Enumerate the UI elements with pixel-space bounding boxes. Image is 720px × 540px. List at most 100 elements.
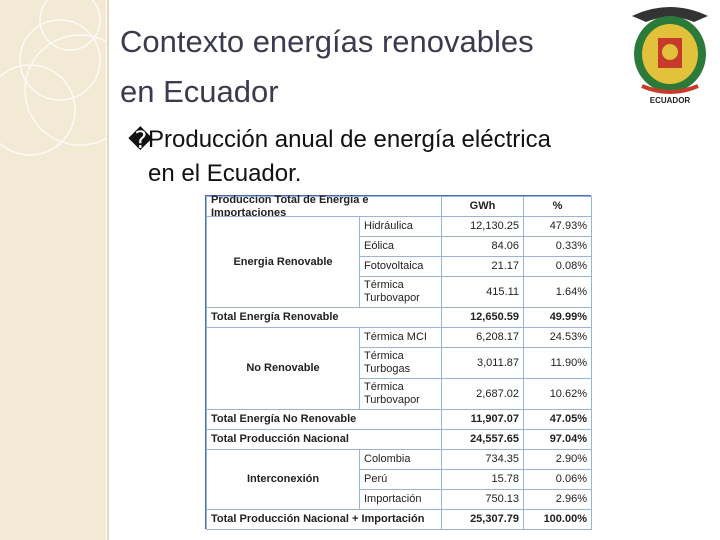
total-label-cell: Total Energía No Renovable [206,409,442,430]
pct-value: 2.90% [555,453,587,465]
gwh-value: 24,557.65 [470,433,519,445]
value-cell: 0.06% [523,469,592,490]
gwh-value: 6,208.17 [476,331,519,343]
header-cell: Produccion Total de Energia e Importacio… [206,193,442,219]
row-label: Fotovoltaica [364,260,424,272]
side-pattern [0,0,110,540]
row-label-cell: Eólica [359,236,442,257]
pct-value: 47.05% [549,413,587,425]
value-cell: 3,011.87 [441,347,524,379]
row-label-cell: Térmica Turbogas [359,347,442,379]
value-cell: 0.33% [523,236,592,257]
pct-value: 2.96% [555,493,587,505]
total-label-cell: Total Producción Nacional + Importación [206,509,442,530]
value-cell: 21.17 [441,256,524,277]
row-label: Térmica [364,381,404,393]
table: Produccion Total de Energia e Importacio… [205,193,592,530]
row-label: Importación [364,493,422,505]
value-cell: 49.99% [523,307,592,328]
total-label-cell: Total Energía Renovable [206,307,442,328]
group-cell: No Renovable [206,327,360,410]
gwh-value: 415.11 [486,285,519,298]
header-cell: GWh [441,196,524,217]
value-cell: 0.08% [523,256,592,277]
row-label: Perú [364,473,388,485]
title: en Ecuador [120,74,279,109]
row-label-cell: Perú [359,469,442,490]
header-text: Produccion Total de Energia e Importacio… [211,193,369,219]
value-cell: 47.93% [523,216,592,237]
pct-value: 47.93% [549,220,587,232]
gwh-value: 11,907.07 [470,413,519,425]
emblem: ECUADOR [632,7,708,105]
title: Contexto energías renovables [120,24,534,59]
value-cell: 2,687.02 [441,378,524,410]
emblem-caption: ECUADOR [650,96,691,105]
value-cell: 1.64% [523,276,592,308]
row-label: Hidráulica [364,220,413,232]
pct-value: 0.08% [555,260,587,272]
pct-value: 0.33% [555,240,587,252]
gwh-value: 734.35 [485,453,519,465]
total-label: Total Energía No Renovable [211,413,357,425]
group-label: Interconexión [246,473,320,485]
value-cell: 24,557.65 [441,429,524,450]
gwh-value: 12,650.59 [470,311,519,323]
total-label: Total Energía Renovable [211,311,339,323]
value-cell: 2.90% [523,449,592,470]
pct-value: 0.06% [555,473,587,485]
gwh-value: 3,011.87 [476,356,519,369]
bullet-mark: � [128,127,153,154]
value-cell: 47.05% [523,409,592,430]
row-label: Turbovapor [364,292,420,304]
value-cell: 11,907.07 [441,409,524,430]
value-cell: 750.13 [441,489,524,510]
row-label: Turbogas [364,363,411,375]
gwh-value: 25,307.79 [470,513,519,525]
row-label: Térmica [364,279,404,291]
row-label-cell: Hidráulica [359,216,442,237]
gwh-value: 2,687.02 [476,387,519,400]
total-label-cell: Total Producción Nacional [206,429,442,450]
row-label-cell: Térmica Turbovapor [359,276,442,308]
row-label: Eólica [364,240,394,252]
header-text: % [552,200,563,212]
row-label: Térmica MCI [364,331,427,343]
group-cell: Interconexión [206,449,360,510]
gwh-value: 12,130.25 [470,220,519,232]
header-cell: % [523,196,592,217]
pct-value: 24.53% [549,331,587,343]
pct-value: 49.99% [549,311,587,323]
value-cell: 10.62% [523,378,592,410]
value-cell: 15.78 [441,469,524,490]
row-label-cell: Fotovoltaica [359,256,442,277]
pct-value: 11.90% [550,356,588,369]
bullet-text: en el Ecuador. [148,160,302,187]
value-cell: 6,208.17 [441,327,524,348]
value-cell: 415.11 [441,276,524,308]
value-cell: 12,130.25 [441,216,524,237]
value-cell: 100.00% [523,509,592,530]
row-label: Colombia [364,453,411,465]
row-label: Térmica [364,350,404,362]
value-cell: 25,307.79 [441,509,524,530]
gwh-value: 84.06 [491,240,519,252]
header-text: GWh [469,200,496,212]
value-cell: 97.04% [523,429,592,450]
row-label-cell: Importación [359,489,442,510]
pct-value: 10.62% [549,387,587,400]
row-label-cell: Térmica MCI [359,327,442,348]
group-label: No Renovable [246,362,320,374]
pct-value: 97.04% [549,433,587,445]
group-cell: Energia Renovable [206,216,360,308]
value-cell: 84.06 [441,236,524,257]
value-cell: 11.90% [523,347,592,379]
value-cell: 24.53% [523,327,592,348]
value-cell: 734.35 [441,449,524,470]
row-label: Turbovapor [364,394,420,406]
gwh-value: 750.13 [485,493,519,505]
value-cell: 2.96% [523,489,592,510]
value-cell: 12,650.59 [441,307,524,328]
bullet-text: Producción anual de energía eléctrica [148,126,551,153]
